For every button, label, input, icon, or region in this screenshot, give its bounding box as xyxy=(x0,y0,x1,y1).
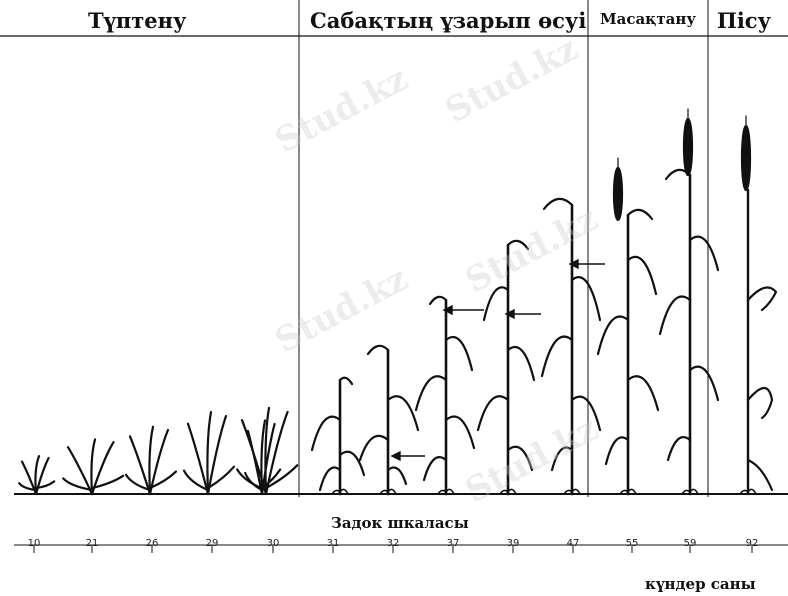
leaf xyxy=(386,395,420,432)
scale-tick-label: 32 xyxy=(386,538,400,549)
dry-leaf xyxy=(746,458,774,492)
leaf xyxy=(206,414,228,496)
leaf xyxy=(666,436,692,462)
leaf xyxy=(148,470,178,490)
leaf xyxy=(318,466,342,492)
stage-label-stem-elongation: Сабақтың ұзарып өсуі xyxy=(310,8,587,33)
dry-leaf xyxy=(746,286,778,312)
leaf xyxy=(386,466,408,486)
scale-tick-label: 39 xyxy=(506,538,520,549)
leaf xyxy=(688,365,720,402)
leaf xyxy=(338,450,366,477)
leaf xyxy=(186,422,210,496)
leaf xyxy=(550,446,574,472)
leaf xyxy=(596,315,630,356)
leaf xyxy=(18,482,38,492)
scale-tick-label: 21 xyxy=(85,538,99,549)
scale-tick-label: 55 xyxy=(625,538,639,549)
leaf xyxy=(540,335,574,378)
roots xyxy=(379,488,397,495)
scale-tick-label: 37 xyxy=(446,538,460,549)
roots xyxy=(681,488,699,495)
node-arrows xyxy=(390,258,605,462)
scale-tick-label: 31 xyxy=(326,538,340,549)
leaf xyxy=(604,436,630,466)
leaf-tip xyxy=(338,376,354,386)
wheat-ear xyxy=(682,117,694,177)
leaf xyxy=(658,295,692,336)
leaf xyxy=(206,411,213,496)
leaf xyxy=(506,345,536,382)
leaf xyxy=(482,286,510,322)
stage-label-ripening: Пісу xyxy=(717,8,772,33)
leaf xyxy=(310,415,342,452)
leaf xyxy=(34,456,50,496)
roots xyxy=(563,488,581,495)
leaf-tip xyxy=(542,197,574,211)
leaf xyxy=(358,434,390,462)
node-arrow-39 xyxy=(504,308,541,320)
leaf xyxy=(444,335,474,372)
roots xyxy=(437,488,455,495)
leaf xyxy=(626,255,658,296)
leaf xyxy=(90,474,125,490)
leaf xyxy=(128,435,152,496)
leaf xyxy=(182,469,210,492)
leaf xyxy=(260,468,282,490)
roots xyxy=(739,488,757,495)
leaf xyxy=(206,465,236,490)
roots xyxy=(619,488,637,495)
leaf xyxy=(570,276,602,322)
leaf xyxy=(626,375,660,412)
leaf xyxy=(62,477,94,492)
scale-tick-label: 10 xyxy=(27,538,41,549)
leaf xyxy=(148,428,170,496)
days-axis-label: күндер саны xyxy=(645,575,756,593)
leaf xyxy=(244,471,264,492)
leaf xyxy=(124,473,152,492)
leaf xyxy=(476,395,510,432)
leaf-tip xyxy=(366,344,390,356)
leaf-tip xyxy=(626,208,654,221)
stage-label-heading: Масақтану xyxy=(600,10,696,28)
leaf xyxy=(260,419,267,496)
leaf xyxy=(34,480,56,490)
node-arrow-37 xyxy=(442,304,484,316)
leaf xyxy=(148,425,155,496)
leaf-tip xyxy=(506,239,530,251)
node-arrow-47 xyxy=(568,258,605,270)
wheat-ear xyxy=(740,124,752,192)
zadoks-scale-title: Задок шкаласы xyxy=(331,514,469,532)
leaf xyxy=(422,456,448,482)
plant-illustrations xyxy=(18,108,778,496)
leaf xyxy=(444,415,476,450)
dry-leaf xyxy=(746,386,774,420)
roots xyxy=(499,488,517,495)
stage-label-tillering: Түптену xyxy=(88,8,187,33)
wheat-ear xyxy=(612,166,624,222)
leaf xyxy=(506,445,534,472)
node-arrow-32 xyxy=(390,450,425,462)
leaf xyxy=(260,422,276,496)
scale-tick-label: 26 xyxy=(145,538,159,549)
leaf xyxy=(264,464,299,490)
scale-tick-label: 92 xyxy=(745,538,759,549)
scale-ticks xyxy=(33,545,753,553)
leaf-tip xyxy=(428,295,448,306)
scale-tick-label: 59 xyxy=(683,538,697,549)
scale-tick-label: 29 xyxy=(205,538,219,549)
leaf xyxy=(264,406,271,496)
scale-tick-label: 30 xyxy=(266,538,280,549)
leaf xyxy=(246,429,264,496)
scale-tick-label: 47 xyxy=(566,538,580,549)
leaf xyxy=(688,235,720,272)
leaf xyxy=(570,395,602,432)
leaf xyxy=(414,375,448,412)
roots xyxy=(331,488,349,495)
